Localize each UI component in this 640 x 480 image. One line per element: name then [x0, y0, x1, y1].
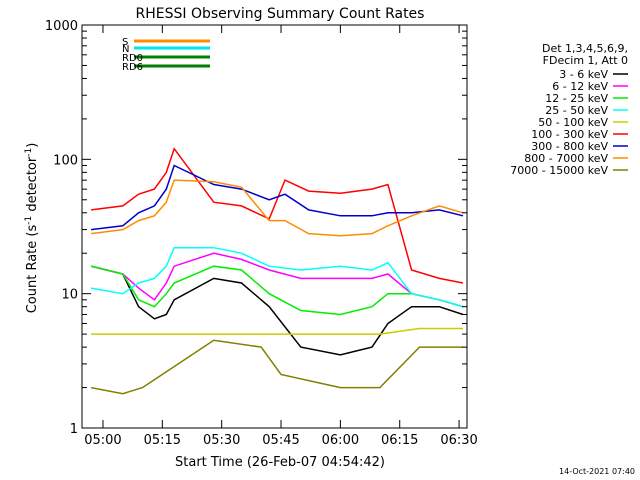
y-axis-label: Count Rate (s-1 detector-1) [24, 143, 40, 314]
legend-label: 3 - 6 keV [559, 68, 608, 81]
chart-title: RHESSI Observing Summary Count Rates [136, 6, 425, 22]
x-tick-label: 05:45 [262, 433, 299, 448]
series-line-3 [90, 246, 464, 308]
legend-label: 7000 - 15000 keV [510, 164, 608, 177]
legend-header: Det 1,3,4,5,6,9, [542, 42, 628, 55]
x-tick-label: 05:00 [84, 433, 121, 448]
series-line-2 [90, 265, 464, 316]
legend-label: 25 - 50 keV [545, 104, 608, 117]
y-tick-label: 1 [70, 422, 78, 437]
series-line-4 [91, 327, 463, 335]
legend: Det 1,3,4,5,6,9,FDecim 1, Att 03 - 6 keV… [510, 42, 628, 177]
y-tick-label: 1000 [45, 19, 78, 34]
series-layer [90, 147, 464, 395]
y-tick-label: 10 [61, 288, 78, 303]
legend-label: 50 - 100 keV [538, 116, 608, 129]
x-tick-label: 05:15 [144, 433, 181, 448]
flag-label-rd6: RD6 [122, 62, 143, 73]
x-tick-label: 06:30 [440, 433, 477, 448]
legend-label: 100 - 300 keV [531, 128, 608, 141]
legend-label: 6 - 12 keV [552, 80, 608, 93]
flag-label-n: N [122, 44, 129, 55]
flag-label-rd0: RD0 [122, 53, 143, 64]
ticks-layer: 05:00 05:15 05:30 05:45 06:00 06:15 06:30 1 10 10… [45, 19, 478, 448]
series-line-8 [90, 339, 463, 395]
series-line-6 [91, 164, 464, 231]
legend-header: FDecim 1, Att 0 [543, 54, 628, 67]
legend-label: 800 - 7000 keV [524, 152, 608, 165]
series-line-1 [90, 252, 464, 308]
legend-label: 12 - 25 keV [545, 92, 608, 105]
series-line-0 [90, 265, 464, 356]
timestamp: 14-Oct-2021 07:40 [559, 467, 635, 476]
x-tick-label: 06:00 [322, 433, 359, 448]
x-axis-label: Start Time (26-Feb-07 04:54:42) [175, 455, 385, 470]
series-line-7 [91, 179, 464, 237]
plot-frame [81, 24, 468, 429]
flag-label-s: S [122, 37, 128, 48]
x-tick-label: 06:15 [381, 433, 418, 448]
x-tick-label: 05:30 [203, 433, 240, 448]
y-tick-label: 100 [53, 153, 78, 168]
plot-area [81, 24, 468, 429]
legend-label: 300 - 800 keV [531, 140, 608, 153]
